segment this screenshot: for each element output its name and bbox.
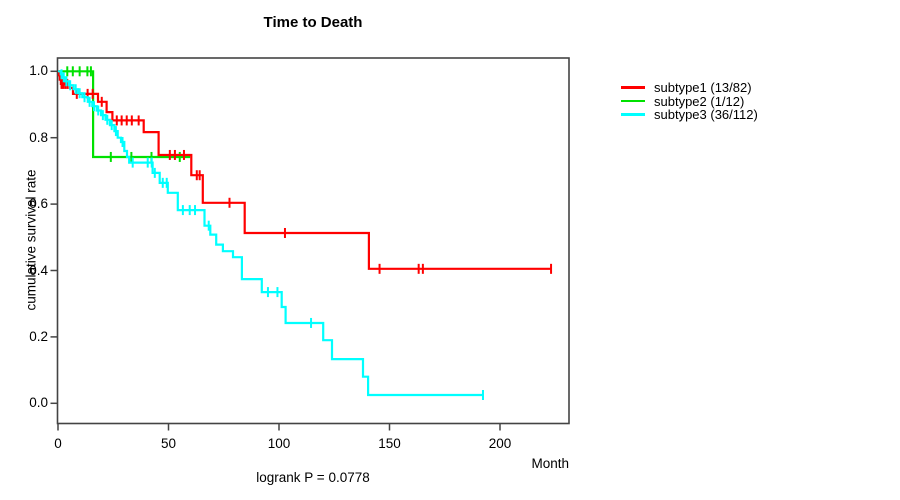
x-tick-label: 150	[378, 436, 401, 451]
legend-label: subtype3 (36/112)	[654, 106, 758, 122]
legend-row: subtype3 (36/112)	[621, 106, 758, 122]
x-axis-title: Month	[531, 456, 569, 471]
y-tick-label: 0.6	[29, 196, 48, 212]
legend: subtype1 (13/82) subtype2 (1/12) subtype3 …	[621, 80, 758, 122]
legend-label: subtype2 (1/12)	[654, 93, 745, 109]
y-axis-title: cumulative survival rate	[23, 169, 39, 311]
plot-frame	[56, 57, 570, 425]
y-tick-label: 0.8	[29, 129, 48, 145]
legend-line-swatch	[621, 113, 645, 116]
legend-label: subtype1 (13/82)	[654, 80, 752, 96]
legend-line-swatch	[621, 86, 645, 89]
legend-line-swatch	[621, 99, 645, 103]
curve-subtype2	[58, 70, 191, 159]
y-tick-label: 0.0	[29, 395, 48, 411]
legend-row: subtype1 (13/82)	[621, 80, 758, 96]
x-tick-label: 0	[54, 436, 62, 451]
curve-subtype1	[57, 70, 552, 270]
y-tick-label: 1.0	[29, 63, 48, 79]
x-tick-label: 50	[160, 436, 177, 451]
x-tick-label: 200	[488, 436, 512, 451]
legend-row: subtype2 (1/12)	[621, 93, 758, 109]
y-tick-label: 0.2	[29, 328, 48, 344]
logrank-p-value: logrank P = 0.0778	[256, 470, 370, 485]
y-tick-label: 0.4	[29, 262, 48, 278]
chart-title: Time to Death	[263, 14, 363, 31]
x-tick-label: 100	[267, 436, 291, 451]
